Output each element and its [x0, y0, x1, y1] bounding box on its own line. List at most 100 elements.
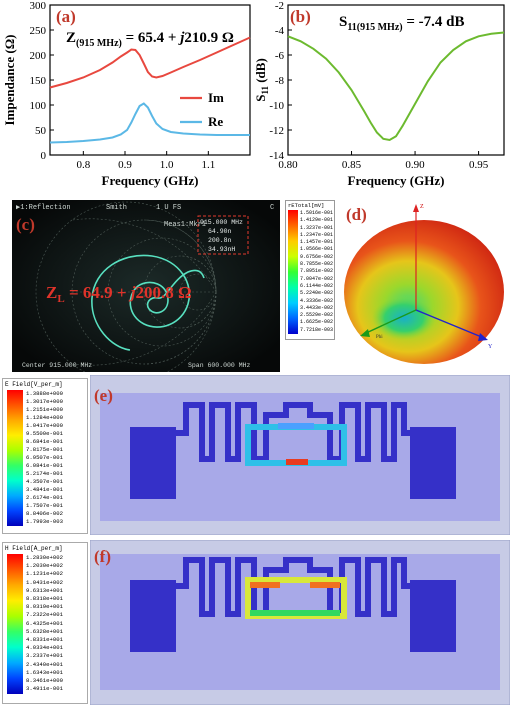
y-axis-icon [415, 309, 485, 339]
colorbar-title: rETotal[mV] [288, 202, 325, 209]
e-legend-tick: 1.7993e-003 [26, 518, 63, 525]
f-legend-tick: 8.8318e+001 [26, 595, 63, 603]
axis-y-label: Y [488, 344, 493, 350]
smith-top-mid: Smith [106, 204, 127, 212]
colorbar-tick: 4.3336e-002 [300, 297, 334, 304]
colorbar-tick: 3.4433e-002 [300, 304, 334, 311]
colorbar-tick: 1.3237e-001 [300, 224, 334, 231]
e-legend-tick: 1.0417e+000 [26, 422, 63, 429]
f-legend-title: H Field[A_per_m] [5, 545, 63, 552]
e-legend-ticks: 1.3888e+000 1.3017e+000 1.2151e+000 1.1284e… [26, 390, 63, 526]
y-tick-label: 200 [30, 50, 47, 62]
colorbar-tick: 1.4129e-001 [300, 217, 334, 224]
panel-a-label: (a) [56, 7, 76, 26]
colorbar-tick: 1.0566e-001 [300, 246, 334, 253]
f-legend-tick: 1.6343e+001 [26, 668, 63, 676]
x-axis-icon [363, 309, 417, 335]
series-line-s11 [287, 31, 505, 142]
colorbar-tick: 1.1457e-001 [300, 239, 334, 246]
x-tick-label: 0.80 [278, 159, 298, 171]
e-legend-tick: 1.2151e+000 [26, 406, 63, 413]
y-tick-label: -14 [269, 150, 284, 162]
y-tick-label: -8 [275, 75, 285, 87]
panel-b-chart: (b) S11(915 MHz) = -7.4 dB 0.80 0.85 0.90 0… [255, 0, 505, 188]
e-legend-tick: 5.2174e-001 [26, 470, 63, 477]
marker-line-4: 34.93nH [208, 246, 235, 253]
x-tick-label: 1.0 [160, 159, 174, 171]
e-legend-tick: 1.1284e+000 [26, 414, 63, 421]
colorbar-gradient [288, 210, 298, 334]
legend-label: Im [208, 90, 224, 105]
x-tick-label: 0.90 [405, 159, 425, 171]
y-tick-label: 250 [30, 25, 47, 37]
panel-c-label: (c) [16, 215, 35, 234]
smith-bottom-right: Span 600.000 MHz [188, 362, 251, 369]
y-axis-title: Impendance (Ω) [2, 35, 17, 126]
panel-b-label: (b) [290, 7, 311, 26]
e-pad-left [130, 427, 176, 499]
e-legend-tick: 2.6174e-001 [26, 494, 63, 501]
f-pad-left [130, 580, 176, 652]
colorbar-tick: 1.6625e-002 [300, 319, 334, 326]
f-legend-tick: 1.0431e+002 [26, 578, 63, 586]
e-legend-tick: 1.7507e-001 [26, 502, 63, 509]
colorbar-tick: 2.5529e-002 [300, 312, 334, 319]
donut-body [344, 220, 504, 364]
e-legend-tick: 4.3507e-001 [26, 478, 63, 485]
smith-bottom-left: Center 915.000 MHz [22, 362, 92, 369]
panel-d-label: (d) [346, 205, 367, 224]
x-tick-label: 0.95 [469, 159, 489, 171]
marker-box [197, 215, 249, 255]
e-legend-tick: 1.3017e+000 [26, 398, 63, 405]
smith-annotation: ZL = 64.9 + j200.8 Ω [46, 283, 192, 305]
y-tick-label: 0 [41, 150, 47, 162]
x-axis-title: Frequency (GHz) [102, 173, 199, 188]
panel-e-label: (e) [94, 386, 113, 405]
panel-f-legend: H Field[A_per_m] 1.2830e+002 1.2030e+002 1… [2, 542, 88, 704]
x-tick-label: 0.85 [342, 159, 362, 171]
e-legend-tick: 1.3888e+000 [26, 390, 63, 397]
axis-phi-label: Phi [376, 335, 383, 340]
f-legend-tick: 4.8331e+001 [26, 636, 63, 644]
f-meander [176, 557, 410, 617]
e-legend-tick: 7.8175e-001 [26, 446, 63, 453]
panel-a-chart: (a) Z(915 MHz) = 65.4 + j210.9 Ω 0.8 0.9 1… [2, 0, 251, 188]
plot-frame [49, 4, 251, 156]
y-tick-label: -12 [269, 125, 284, 137]
f-legend-tick: 3.4911e-001 [26, 685, 63, 693]
colorbar-tick: 1.5016e-001 [300, 210, 334, 216]
smith-marker-title: Meas1:Mkr1 [164, 221, 206, 229]
y-tick-label: 50 [35, 125, 47, 137]
y-tick-label: 150 [30, 75, 47, 87]
y-tick-label: 100 [30, 100, 47, 112]
panel-f-field-plot: (f) [90, 540, 510, 705]
series-line-im [49, 36, 251, 89]
f-legend-gradient [7, 554, 23, 694]
smith-trace [91, 254, 205, 351]
colorbar-tick: 7.8951e-002 [300, 268, 334, 275]
axis-z-label: Z [420, 204, 424, 210]
x-tick-label: 1.1 [201, 159, 215, 171]
f-legend-tick: 9.6313e+001 [26, 586, 63, 594]
y-tick-label: -6 [275, 50, 285, 62]
x-axis-title: Frequency (GHz) [348, 173, 445, 188]
f-legend-tick: 7.2322e+001 [26, 611, 63, 619]
panel-d-radiation-pattern: Z Y Phi (d) [344, 204, 504, 364]
e-pad-right [410, 427, 456, 499]
e-legend-tick: 9.5500e-001 [26, 430, 63, 437]
e-legend-tick: 6.9507e-001 [26, 454, 63, 461]
e-meander [176, 402, 410, 462]
f-legend-tick: 1.2830e+002 [26, 554, 63, 561]
marker-line-1: 915.000 MHz [200, 219, 243, 226]
f-legend-tick: 1.1231e+002 [26, 570, 63, 578]
panel-c-label-svg: (c) [16, 215, 35, 234]
legend-label: Re [208, 114, 223, 129]
f-legend-tick: 4.0334e+001 [26, 644, 63, 652]
f-legend-tick: 5.6328e+001 [26, 627, 63, 635]
marker-line-2: 64.90n [208, 228, 232, 235]
panel-c-colorbar: rETotal[mV] 1.5016e-001 1.4129e-001 1.3237… [285, 200, 335, 340]
x-tick-label: 0.9 [118, 159, 132, 171]
panel-a-annotation: Z(915 MHz) = 65.4 + j210.9 Ω [66, 30, 234, 49]
smith-chart: ▶1:Reflection Smith 1 U FS C Meas1:Mkr1 … [12, 200, 280, 372]
smith-top-mid2: 1 U FS [156, 204, 181, 212]
